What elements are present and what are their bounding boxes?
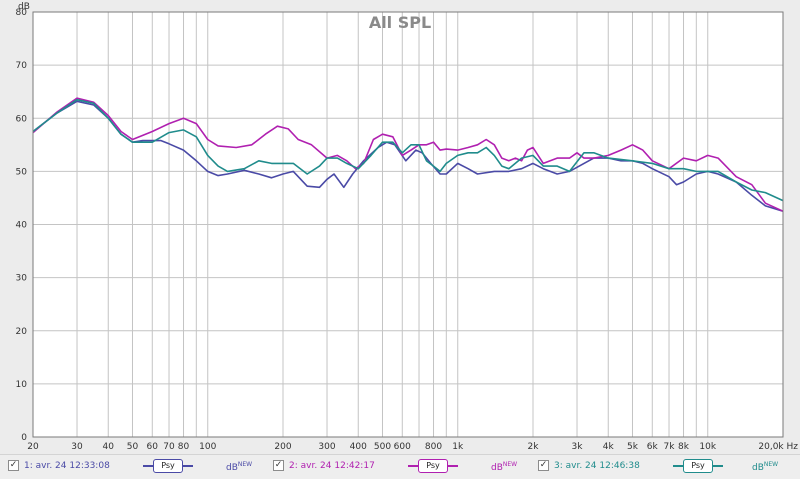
x-tick-label: 600: [394, 442, 411, 452]
db-unit-text-1: dB: [226, 463, 238, 473]
db-unit-sup-1: NEW: [237, 461, 253, 468]
legend-item-1: ✓ 1: avr. 24 12:33:08 Psy dBNEW: [0, 455, 265, 479]
db-unit-1[interactable]: dBNEW: [226, 461, 252, 473]
x-tick-label: 500: [374, 442, 391, 452]
x-tick-label: 8k: [678, 442, 690, 452]
chart-title: All SPL: [369, 13, 431, 32]
y-tick-label: 40: [16, 221, 28, 231]
y-tick-label: 70: [16, 61, 28, 71]
x-tick-label: 20: [27, 442, 39, 452]
psy-button-1[interactable]: Psy: [153, 459, 183, 473]
y-axis-unit: dB: [18, 2, 30, 12]
db-unit-2[interactable]: dBNEW: [491, 461, 517, 473]
psy-button-3[interactable]: Psy: [683, 459, 713, 473]
y-tick-label: 10: [16, 380, 28, 390]
x-tick-label: 2k: [528, 442, 540, 452]
x-tick-label: 4k: [603, 442, 615, 452]
x-tick-label: 6k: [647, 442, 659, 452]
legend-checkbox-1[interactable]: ✓: [8, 460, 19, 471]
x-tick-label: 800: [425, 442, 442, 452]
legend-label-3: 3: avr. 24 12:46:38: [554, 461, 640, 471]
series-line-1: [32, 100, 784, 212]
legend-label-2: 2: avr. 24 12:42:17: [289, 461, 375, 471]
x-tick-label: 7k: [664, 442, 676, 452]
x-tick-label: 3k: [572, 442, 584, 452]
db-unit-3[interactable]: dBNEW: [752, 461, 778, 473]
x-tick-label: 5k: [627, 442, 639, 452]
x-tick-label: 40: [103, 442, 115, 452]
x-tick-label: 60: [147, 442, 159, 452]
x-tick-label: 70: [163, 442, 175, 452]
x-tick-label: 1k: [452, 442, 464, 452]
legend-checkbox-2[interactable]: ✓: [273, 460, 284, 471]
y-tick-label: 80: [16, 8, 28, 18]
legend-label-1: 1: avr. 24 12:33:08: [24, 461, 110, 471]
y-tick-label: 50: [16, 167, 28, 177]
db-unit-text-3: dB: [752, 463, 764, 473]
x-tick-label: 400: [350, 442, 367, 452]
legend-checkbox-3[interactable]: ✓: [538, 460, 549, 471]
x-tick-label: 200: [274, 442, 291, 452]
db-unit-sup-2: NEW: [502, 461, 518, 468]
y-tick-label: 30: [16, 274, 28, 284]
x-tick-label: 20,0k Hz: [758, 442, 798, 452]
x-tick-label: 50: [127, 442, 139, 452]
psy-control-1[interactable]: Psy: [143, 459, 193, 473]
series-line-2: [32, 97, 784, 212]
plot-frame: [32, 11, 784, 438]
legend-bar: ✓ 1: avr. 24 12:33:08 Psy dBNEW ✓ 2: avr…: [0, 454, 800, 479]
legend-item-2: ✓ 2: avr. 24 12:42:17 Psy dBNEW: [265, 455, 530, 479]
x-tick-label: 300: [318, 442, 335, 452]
db-unit-text-2: dB: [491, 463, 503, 473]
y-tick-label: 0: [21, 433, 27, 443]
legend-item-3: ✓ 3: avr. 24 12:46:38 Psy dBNEW: [530, 455, 800, 479]
y-tick-label: 20: [16, 327, 28, 337]
x-tick-label: 80: [178, 442, 190, 452]
x-tick-label: 10k: [699, 442, 716, 452]
psy-control-2[interactable]: Psy: [408, 459, 458, 473]
x-tick-label: 30: [71, 442, 83, 452]
db-unit-sup-3: NEW: [763, 461, 779, 468]
y-tick-label: 60: [16, 114, 28, 124]
series-line-3: [32, 98, 784, 202]
x-tick-label: 100: [199, 442, 216, 452]
psy-control-3[interactable]: Psy: [673, 459, 723, 473]
psy-button-2[interactable]: Psy: [418, 459, 448, 473]
